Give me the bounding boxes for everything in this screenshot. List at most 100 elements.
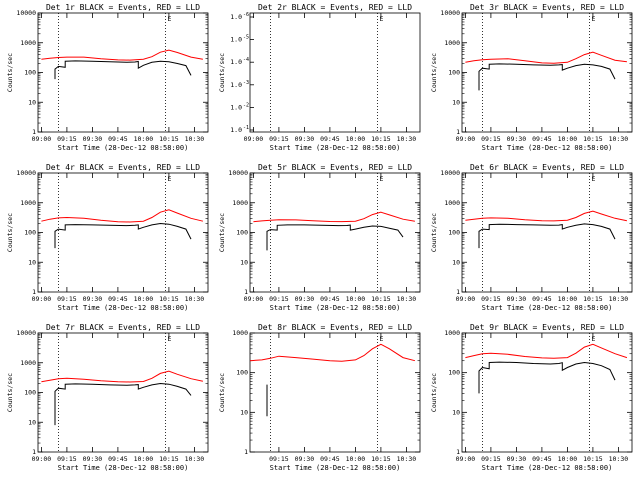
y-tick-label: 1.0 <box>230 36 242 44</box>
plot-frame <box>37 12 209 133</box>
y-tick-label: 10 <box>452 98 460 106</box>
plot-frame <box>249 172 421 293</box>
x-tick-label: 10:15 <box>583 135 603 143</box>
flag-label: E <box>168 335 172 343</box>
panel-det-6: Det 6r BLACK = Events, RED = LLD E 1 10 100 1… <box>430 163 633 312</box>
series-lld-line <box>465 51 627 64</box>
y-tick-label: 100 <box>448 229 460 237</box>
series-events-line <box>54 60 192 80</box>
flag-label: E <box>380 15 384 23</box>
plot-frame <box>461 332 633 453</box>
y-tick-label: 10000 <box>16 329 36 337</box>
panel-det-7: Det 7r BLACK = Events, RED = LLD E 1 10 100 1… <box>6 323 209 472</box>
y-tick-label: 10 <box>240 258 248 266</box>
plot-frame <box>37 332 209 453</box>
x-tick-label: 10:00 <box>346 135 366 143</box>
y-tick-label: 10000 <box>440 9 460 17</box>
y-tick-label: 10 <box>28 418 36 426</box>
x-tick-label: 09:30 <box>295 295 315 303</box>
series-events-line <box>478 361 616 394</box>
x-tick-label: 09:00 <box>244 135 264 143</box>
y-tick-exponent: -5 <box>243 35 249 41</box>
flag-label: E <box>168 15 172 23</box>
series-lld-line <box>41 49 203 61</box>
x-tick-label: 09:15 <box>481 295 501 303</box>
x-tick-label: 10:00 <box>558 295 578 303</box>
y-tick-label: 10000 <box>16 169 36 177</box>
x-tick-label: 09:15 <box>481 135 501 143</box>
x-tick-label: 09:45 <box>108 455 128 463</box>
plot-frame <box>461 172 633 293</box>
x-tick-label: 09:15 <box>57 135 77 143</box>
x-tick-label: 09:00 <box>456 295 476 303</box>
x-axis-label: Start Time (28-Dec-12 08:58:00) <box>270 144 401 152</box>
x-tick-label: 10:15 <box>159 135 179 143</box>
y-axis-label: Counts/sec <box>430 213 438 252</box>
y-tick-label: 100 <box>24 69 36 77</box>
y-axis-label: Counts/sec <box>218 373 226 412</box>
x-tick-label: 09:15 <box>57 295 77 303</box>
panel-det-4: Det 4r BLACK = Events, RED = LLD E 1 10 100 1… <box>6 163 209 312</box>
x-tick-label: 09:45 <box>108 295 128 303</box>
x-tick-label: 09:00 <box>244 295 264 303</box>
y-tick-label: 1.0 <box>230 58 242 66</box>
y-tick-label: 1 <box>244 448 248 456</box>
panel-det-3: Det 3r BLACK = Events, RED = LLD E 1 10 100 1… <box>430 3 633 152</box>
plot-frame <box>249 12 421 133</box>
series-events-line <box>478 63 616 91</box>
x-tick-label: 09:15 <box>269 455 289 463</box>
y-tick-exponent: -6 <box>243 12 249 18</box>
x-tick-label: 09:45 <box>532 455 552 463</box>
x-tick-label: 09:00 <box>456 135 476 143</box>
series-events-line <box>478 223 616 249</box>
y-tick-label: 10000 <box>440 169 460 177</box>
x-tick-label: 10:00 <box>134 455 154 463</box>
x-axis-label: Start Time (28-Dec-12 08:58:00) <box>482 464 613 472</box>
x-tick-label: 09:45 <box>532 295 552 303</box>
y-axis-label: Counts/sec <box>218 53 226 92</box>
x-tick-label: 10:15 <box>371 455 391 463</box>
x-tick-label: 10:15 <box>583 295 603 303</box>
y-tick-label: 1 <box>244 288 248 296</box>
x-tick-label: 10:30 <box>397 295 417 303</box>
x-tick-label: 09:45 <box>320 455 340 463</box>
panel-det-5: Det 5r BLACK = Events, RED = LLD E 1 10 100 1… <box>218 163 421 312</box>
x-axis-label: Start Time (28-Dec-12 08:58:00) <box>58 464 189 472</box>
panel-title: Det 8r BLACK = Events, RED = LLD <box>258 323 412 332</box>
y-tick-label: 1000 <box>444 39 460 47</box>
x-tick-label: 09:45 <box>320 295 340 303</box>
y-tick-label: 1000 <box>232 329 248 337</box>
x-tick-label: 10:30 <box>609 455 629 463</box>
panel-title: Det 1r BLACK = Events, RED = LLD <box>46 3 200 12</box>
x-tick-label: 09:00 <box>456 455 476 463</box>
x-tick-label: 10:30 <box>185 135 205 143</box>
x-tick-label: 09:00 <box>32 135 52 143</box>
y-tick-label: 10000 <box>16 9 36 17</box>
series-lld-line <box>41 209 204 223</box>
y-tick-label: 1000 <box>232 199 248 207</box>
flag-label: E <box>380 175 384 183</box>
series-lld-line <box>465 343 628 359</box>
y-tick-label: 100 <box>236 229 248 237</box>
series-events-line <box>266 224 404 251</box>
y-tick-label: 1 <box>456 288 460 296</box>
x-tick-label: 10:30 <box>185 455 205 463</box>
series-lld-line <box>249 343 416 362</box>
x-tick-label: 09:00 <box>32 295 52 303</box>
y-tick-label: 1000 <box>20 199 36 207</box>
x-tick-label: 10:15 <box>583 455 603 463</box>
series-events-line <box>54 222 192 249</box>
panel-det-8: Det 8r BLACK = Events, RED = LLD E 1 10 100 1… <box>218 323 421 472</box>
y-tick-label: 1.0 <box>230 81 242 89</box>
y-axis-label: Counts/sec <box>218 213 226 252</box>
x-tick-label: 09:30 <box>507 135 527 143</box>
panel-title: Det 2r BLACK = Events, RED = LLD <box>258 3 412 12</box>
plot-frame <box>461 12 633 133</box>
panel-title: Det 9r BLACK = Events, RED = LLD <box>470 323 624 332</box>
y-tick-label: 100 <box>24 229 36 237</box>
series-events-line <box>54 382 192 426</box>
flag-label: E <box>592 335 596 343</box>
x-tick-label: 09:30 <box>507 455 527 463</box>
x-tick-label: 09:00 <box>32 455 52 463</box>
